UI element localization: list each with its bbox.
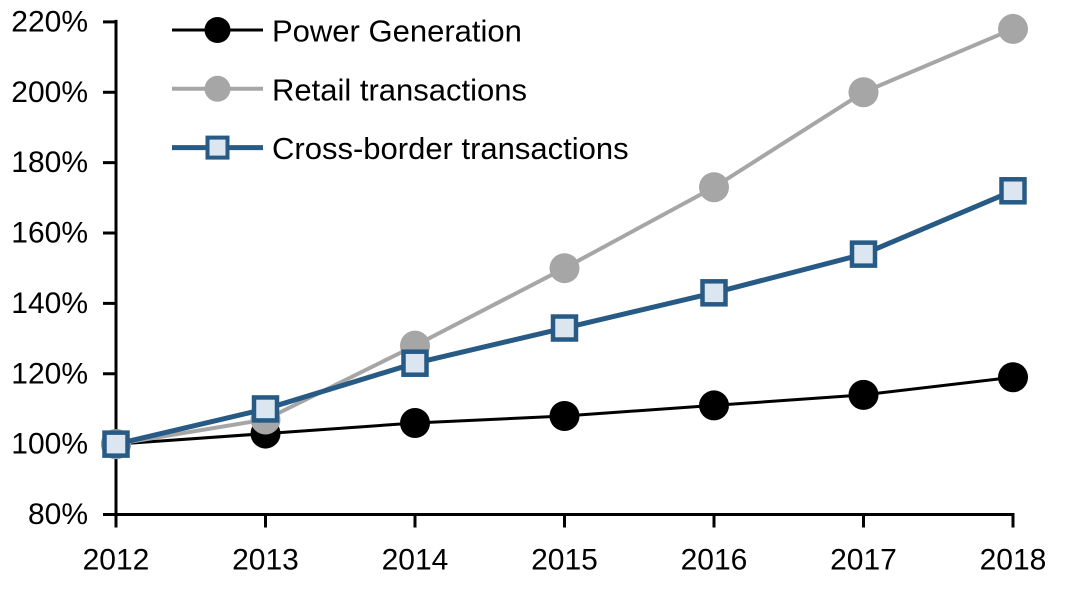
marker-cross-border-transactions-2013 (251, 395, 280, 423)
marker-cross-border-transactions-2017 (849, 240, 878, 268)
x-tick-label-2017: 2017 (830, 544, 897, 577)
legend-marker-retail-transactions (204, 75, 231, 102)
y-tick-label-80: 80% (28, 498, 88, 531)
y-tick-label-200: 200% (11, 76, 88, 109)
legend-marker-cross-border-transactions (205, 135, 230, 160)
y-tick-label-220: 220% (11, 5, 88, 38)
series-power-generation (101, 362, 1028, 460)
x-tick-label-2015: 2015 (531, 544, 598, 577)
marker-power-generation-2017 (848, 379, 879, 410)
x-tick-label-2016: 2016 (681, 544, 748, 577)
x-tick-label-2014: 2014 (382, 544, 449, 577)
marker-retail-transactions-2016 (699, 172, 729, 203)
y-tick-label-120: 120% (11, 357, 88, 390)
marker-retail-transactions-2015 (549, 253, 580, 284)
marker-power-generation-2015 (549, 400, 580, 431)
marker-cross-border-transactions-2016 (700, 279, 728, 307)
marker-power-generation-2016 (699, 390, 729, 421)
marker-cross-border-transactions-2012 (102, 430, 130, 458)
legend-item-cross-border-transactions: Cross-border transactions (172, 131, 629, 166)
marker-retail-transactions-2018 (998, 13, 1028, 44)
x-tick-label-2013: 2013 (232, 544, 299, 577)
marker-cross-border-transactions-2018 (999, 177, 1027, 205)
legend: Power Generation Retail transactions Cross… (172, 14, 629, 166)
y-tick-label-160: 160% (11, 217, 88, 250)
x-tick-label-2012: 2012 (83, 544, 150, 577)
legend-marker-power-generation (204, 17, 231, 43)
y-tick-label-180: 180% (11, 146, 88, 179)
marker-power-generation-2018 (998, 362, 1028, 393)
legend-label-retail-transactions: Retail transactions (272, 72, 527, 107)
y-tick-label-140: 140% (11, 287, 88, 320)
series-cross-border-transactions (102, 177, 1027, 458)
legend-label-power-generation: Power Generation (272, 14, 522, 49)
legend-label-cross-border-transactions: Cross-border transactions (272, 131, 629, 166)
marker-retail-transactions-2017 (848, 77, 879, 108)
legend-item-power-generation: Power Generation (172, 14, 522, 49)
y-tick-label-100: 100% (11, 428, 88, 461)
x-tick-label-2018: 2018 (980, 544, 1047, 577)
marker-power-generation-2014 (400, 408, 430, 439)
marker-cross-border-transactions-2015 (550, 314, 579, 342)
marker-cross-border-transactions-2014 (401, 349, 429, 377)
legend-item-retail-transactions: Retail transactions (172, 72, 527, 107)
